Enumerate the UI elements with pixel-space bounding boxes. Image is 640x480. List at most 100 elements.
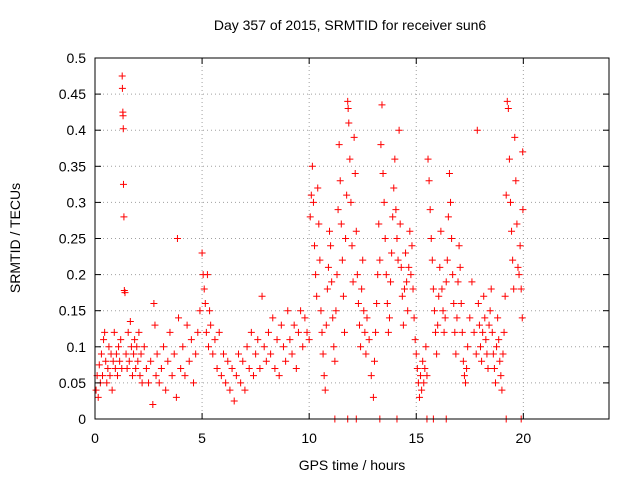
data-point — [282, 358, 289, 365]
data-point — [124, 365, 131, 372]
data-point — [491, 365, 498, 372]
data-point — [373, 300, 380, 307]
data-point — [337, 177, 344, 184]
data-point — [347, 199, 354, 206]
data-point — [135, 329, 142, 336]
data-point — [153, 372, 160, 379]
data-point — [325, 264, 332, 271]
data-point — [321, 372, 328, 379]
data-point — [442, 314, 449, 321]
y-tick-label: 0.45 — [59, 86, 86, 102]
data-point — [447, 199, 454, 206]
y-tick-label: 0.4 — [67, 122, 87, 138]
data-point — [194, 329, 201, 336]
data-point — [412, 336, 419, 343]
data-point — [445, 213, 452, 220]
data-point — [338, 221, 345, 228]
data-point — [95, 394, 102, 401]
data-point — [319, 329, 326, 336]
data-point — [184, 322, 191, 329]
data-point — [286, 336, 293, 343]
axis-ticks: 0 0.05 0.1 0.15 0.2 0.25 0.3 0.35 0.4 0.45 0.5 0 5 10… — [59, 50, 609, 446]
data-point — [154, 351, 161, 358]
data-point — [451, 329, 458, 336]
data-point — [416, 394, 423, 401]
data-point — [196, 307, 203, 314]
data-point — [381, 199, 388, 206]
data-point — [307, 213, 314, 220]
data-point — [131, 336, 138, 343]
data-point — [428, 235, 435, 242]
data-point — [354, 271, 361, 278]
data-point — [443, 278, 450, 285]
data-point — [427, 206, 434, 213]
data-point — [431, 307, 438, 314]
data-point — [239, 358, 246, 365]
data-point — [143, 365, 150, 372]
data-point — [402, 249, 409, 256]
data-point — [235, 351, 242, 358]
data-point — [429, 257, 436, 264]
x-axis-label: GPS time / hours — [299, 457, 406, 473]
data-point — [488, 286, 495, 293]
y-tick-label: 0.5 — [67, 50, 87, 66]
y-tick-label: 0.05 — [59, 375, 86, 391]
data-point — [261, 343, 268, 350]
data-point — [315, 221, 322, 228]
data-point — [162, 387, 169, 394]
data-point — [457, 264, 464, 271]
data-point — [336, 141, 343, 148]
data-point — [105, 343, 112, 350]
data-point — [110, 358, 117, 365]
data-point — [263, 358, 270, 365]
data-point — [297, 307, 304, 314]
data-point — [125, 329, 132, 336]
data-point — [327, 242, 334, 249]
data-point — [384, 300, 391, 307]
data-point — [481, 314, 488, 321]
data-point — [284, 307, 291, 314]
data-point — [136, 372, 143, 379]
data-point — [233, 372, 240, 379]
data-point — [420, 379, 427, 386]
x-tick-label: 0 — [91, 430, 99, 446]
data-point — [120, 112, 127, 119]
data-point — [109, 387, 116, 394]
data-point — [103, 379, 110, 386]
data-point — [396, 127, 403, 134]
data-point — [411, 314, 418, 321]
data-point — [397, 221, 404, 228]
data-point — [482, 336, 489, 343]
data-point — [450, 300, 457, 307]
data-point — [386, 314, 393, 321]
data-point — [114, 372, 121, 379]
data-point — [280, 343, 287, 350]
data-point — [486, 322, 493, 329]
data-point — [377, 141, 384, 148]
data-point — [151, 322, 158, 329]
data-point — [186, 358, 193, 365]
data-point — [141, 343, 148, 350]
data-point — [471, 329, 478, 336]
data-point — [389, 213, 396, 220]
x-tick-label: 10 — [301, 430, 317, 446]
data-point — [342, 235, 349, 242]
data-point — [129, 372, 136, 379]
data-point — [204, 271, 211, 278]
data-point — [326, 228, 333, 235]
data-point — [250, 372, 257, 379]
data-point — [289, 351, 296, 358]
data-point — [202, 300, 209, 307]
data-point — [489, 329, 496, 336]
data-point — [430, 286, 437, 293]
y-tick-label: 0.3 — [67, 194, 87, 210]
data-point — [508, 228, 515, 235]
data-point — [441, 329, 448, 336]
data-point — [385, 329, 392, 336]
data-point — [406, 228, 413, 235]
data-point — [516, 271, 523, 278]
data-point — [276, 372, 283, 379]
data-point — [120, 125, 127, 132]
data-point — [350, 278, 357, 285]
data-point — [507, 199, 514, 206]
